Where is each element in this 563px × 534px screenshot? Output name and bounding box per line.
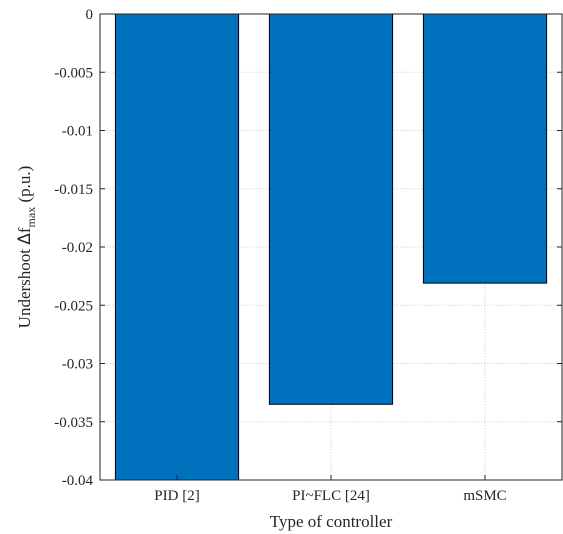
bars [114, 13, 548, 481]
y-axis-title-suffix: (p.u.) [15, 166, 34, 207]
y-tick-label: 0 [86, 7, 94, 23]
y-tick-label: -0.02 [62, 240, 93, 256]
y-axis-title: Undershoot Δfmax (p.u.) [15, 166, 38, 329]
y-tick-label: -0.03 [62, 357, 93, 373]
bar-pi-flc-24 [268, 13, 394, 405]
y-axis-title-subscript: max [24, 207, 38, 228]
y-tick-label: -0.005 [54, 65, 93, 81]
x-tick-label: PI~FLC [24] [292, 488, 370, 504]
y-tick-label: -0.015 [54, 182, 93, 198]
y-axis-title-prefix: Undershoot [15, 245, 34, 329]
y-axis-title-delta: Δ [15, 233, 35, 245]
y-tick-label: -0.04 [62, 473, 94, 489]
x-axis-ticks: PID [2] PI~FLC [24] mSMC [154, 475, 507, 504]
y-tick-label: -0.035 [54, 415, 93, 431]
bar-pid-2 [114, 13, 240, 481]
x-tick-label: mSMC [463, 488, 506, 504]
y-axis-ticks: 0 -0.005 -0.01 -0.015 -0.02 -0.025 -0.03 -0.035… [54, 7, 562, 489]
y-axis-title-symbol: f [15, 227, 34, 233]
x-axis-title: Type of controller [270, 512, 393, 531]
y-tick-label: -0.025 [54, 298, 93, 314]
x-tick-label: PID [2] [154, 488, 199, 504]
y-tick-label: -0.01 [62, 124, 93, 140]
bar-msmc [422, 13, 548, 284]
